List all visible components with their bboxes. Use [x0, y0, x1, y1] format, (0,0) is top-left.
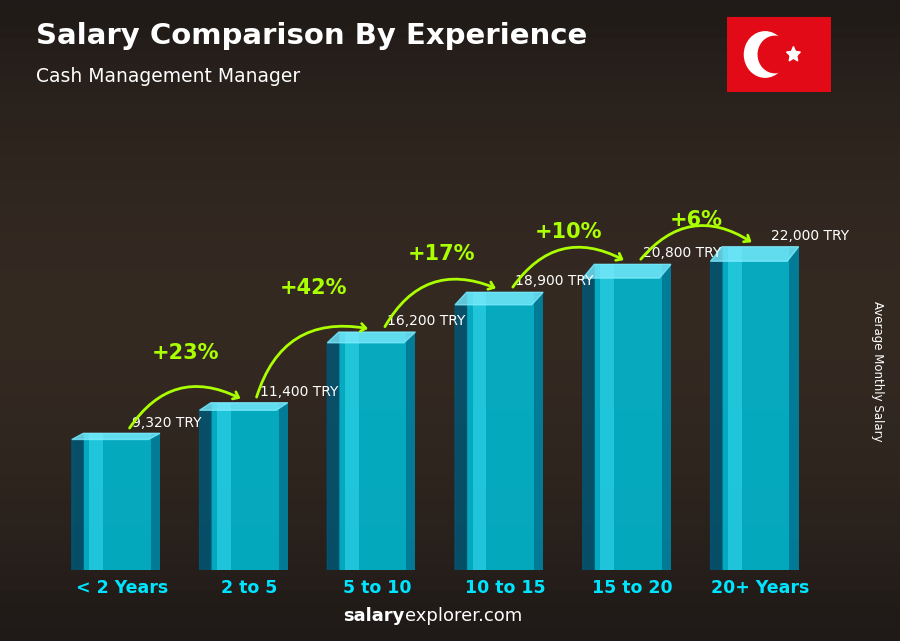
Text: +6%: +6% [670, 210, 723, 230]
Bar [0, 103, 900, 115]
Bar [0, 269, 900, 282]
Polygon shape [583, 264, 594, 570]
Bar [534, 292, 544, 570]
Bar [722, 247, 798, 570]
Bar [278, 403, 288, 570]
Bar [0, 423, 900, 436]
Circle shape [758, 37, 791, 72]
Bar [789, 247, 798, 570]
Polygon shape [583, 264, 670, 278]
Polygon shape [787, 47, 800, 61]
Bar [0, 282, 900, 295]
Bar [84, 433, 160, 570]
Bar [0, 38, 900, 51]
Bar [0, 244, 900, 256]
Polygon shape [455, 292, 466, 570]
Polygon shape [328, 332, 416, 343]
Bar [0, 205, 900, 218]
Text: 18,900 TRY: 18,900 TRY [515, 274, 594, 288]
Text: 22,000 TRY: 22,000 TRY [770, 229, 849, 242]
Polygon shape [710, 247, 722, 570]
Text: 11,400 TRY: 11,400 TRY [259, 385, 338, 399]
Bar [0, 218, 900, 231]
Bar [0, 615, 900, 628]
Bar [662, 264, 670, 570]
Text: Cash Management Manager: Cash Management Manager [36, 67, 301, 87]
Bar [0, 500, 900, 513]
Bar [0, 551, 900, 564]
Bar [0, 359, 900, 372]
Bar [0, 333, 900, 346]
Bar [0, 538, 900, 551]
Bar [89, 433, 104, 570]
Polygon shape [200, 403, 288, 410]
Bar [0, 487, 900, 500]
Text: Average Monthly Salary: Average Monthly Salary [871, 301, 884, 442]
Bar [0, 256, 900, 269]
Bar [0, 128, 900, 141]
Circle shape [744, 32, 786, 77]
Bar [472, 292, 487, 570]
Bar [217, 403, 231, 570]
Text: +17%: +17% [408, 244, 475, 264]
Bar [466, 292, 544, 570]
Bar [0, 385, 900, 397]
Polygon shape [200, 403, 212, 570]
Bar [0, 0, 900, 13]
Bar [0, 526, 900, 538]
Bar [0, 154, 900, 167]
Polygon shape [710, 247, 798, 262]
Text: Salary Comparison By Experience: Salary Comparison By Experience [36, 22, 587, 51]
Bar [151, 433, 160, 570]
Text: +23%: +23% [152, 343, 220, 363]
Bar [600, 264, 614, 570]
Bar [0, 474, 900, 487]
Text: +42%: +42% [280, 278, 347, 298]
Bar [0, 590, 900, 603]
Bar [338, 332, 416, 570]
Bar [594, 264, 670, 570]
Bar [0, 179, 900, 192]
Bar [0, 628, 900, 641]
Bar [0, 436, 900, 449]
Bar [728, 247, 742, 570]
Polygon shape [72, 433, 84, 570]
Bar [0, 308, 900, 320]
Text: salary: salary [344, 607, 405, 625]
Bar [0, 577, 900, 590]
Polygon shape [72, 433, 160, 440]
Text: explorer.com: explorer.com [405, 607, 522, 625]
Bar [0, 603, 900, 615]
Bar [345, 332, 359, 570]
Bar [0, 90, 900, 103]
Bar [0, 26, 900, 38]
Bar [0, 13, 900, 26]
Bar [0, 410, 900, 423]
Bar [0, 141, 900, 154]
Bar [0, 320, 900, 333]
Bar [0, 295, 900, 308]
Bar [0, 372, 900, 385]
Bar [0, 51, 900, 64]
Bar [0, 167, 900, 179]
Bar [0, 397, 900, 410]
Bar [0, 449, 900, 462]
Bar [0, 462, 900, 474]
Bar [0, 513, 900, 526]
Bar [0, 231, 900, 244]
Polygon shape [455, 292, 544, 305]
Bar [0, 64, 900, 77]
Polygon shape [328, 332, 338, 570]
Text: 9,320 TRY: 9,320 TRY [132, 415, 202, 429]
Bar [0, 346, 900, 359]
Bar [0, 115, 900, 128]
Text: +10%: +10% [535, 222, 602, 242]
Bar [0, 77, 900, 90]
Bar [406, 332, 416, 570]
Bar [212, 403, 288, 570]
Bar [0, 192, 900, 205]
Text: 20,800 TRY: 20,800 TRY [643, 246, 721, 260]
Text: 16,200 TRY: 16,200 TRY [387, 314, 465, 328]
Bar [0, 564, 900, 577]
